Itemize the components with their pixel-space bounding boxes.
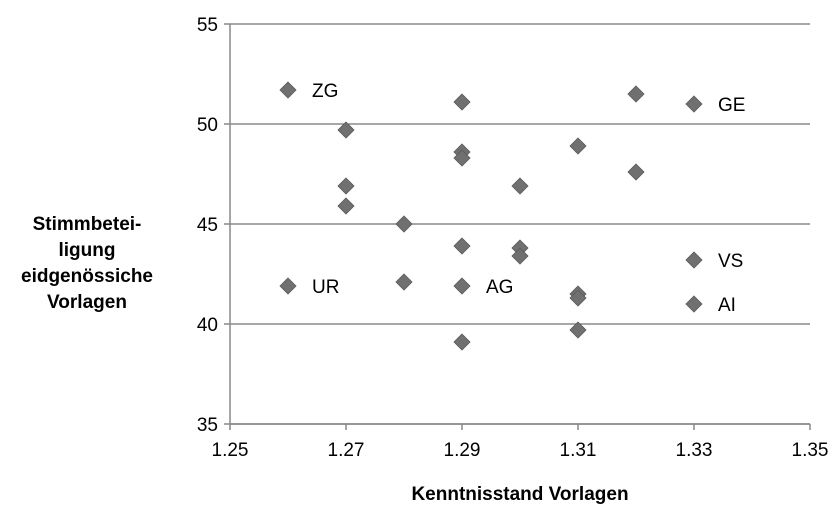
point-label: UR [312,277,339,298]
data-point-diamond [685,95,703,113]
data-point-diamond [453,149,471,167]
data-point-diamond [453,277,471,295]
axis-ticks: 35 40 45 50 55 1.25 1.27 1.29 1.31 1.33 1.35 [197,15,829,461]
point-label: GE [718,95,745,116]
data-point-diamond [453,237,471,255]
data-point-diamond [453,93,471,111]
point-label: ZG [312,81,338,102]
data-point-diamond [337,197,355,215]
y-tick-label: 55 [197,15,218,36]
point-label: AI [718,295,736,316]
data-point-diamond [685,295,703,313]
data-point-diamond [337,121,355,139]
y-axis-title-line: Vorlagen [47,292,127,313]
y-axis-title: Stimmbetei-ligung eidgenössiche Vorlagen [21,214,153,313]
data-point-diamond [395,273,413,291]
data-point-diamond [511,177,529,195]
data-point-diamond [337,177,355,195]
point-label: AG [486,277,513,298]
y-axis-title-line: eidgenössiche [21,266,153,287]
data-point-diamond [627,163,645,181]
y-tick-label: 40 [197,315,218,336]
data-point-diamond [395,215,413,233]
data-point-diamond [569,137,587,155]
x-tick-label: 1.33 [676,440,713,461]
x-axis-title: Kenntnisstand Vorlagen [411,484,628,505]
data-point-diamond [279,81,297,99]
data-point-diamond [685,251,703,269]
x-tick-label: 1.35 [792,440,829,461]
data-point-diamond [453,333,471,351]
data-point-diamond [279,277,297,295]
x-tick-label: 1.25 [212,440,249,461]
data-point-diamond [569,321,587,339]
y-tick-label: 50 [197,115,218,136]
data-point-diamond [511,247,529,265]
y-axis-title-line: ligung [59,240,116,261]
data-point-diamond [569,289,587,307]
x-tick-label: 1.31 [560,440,597,461]
data-points: ZG UR AG GE VS AI [279,81,745,351]
y-tick-label: 45 [197,215,218,236]
data-point-diamond [627,85,645,103]
point-label: VS [718,251,743,272]
x-tick-label: 1.29 [444,440,481,461]
y-axis-title-line: Stimmbetei- [33,214,142,235]
y-tick-label: 35 [197,415,218,436]
x-tick-label: 1.27 [328,440,365,461]
